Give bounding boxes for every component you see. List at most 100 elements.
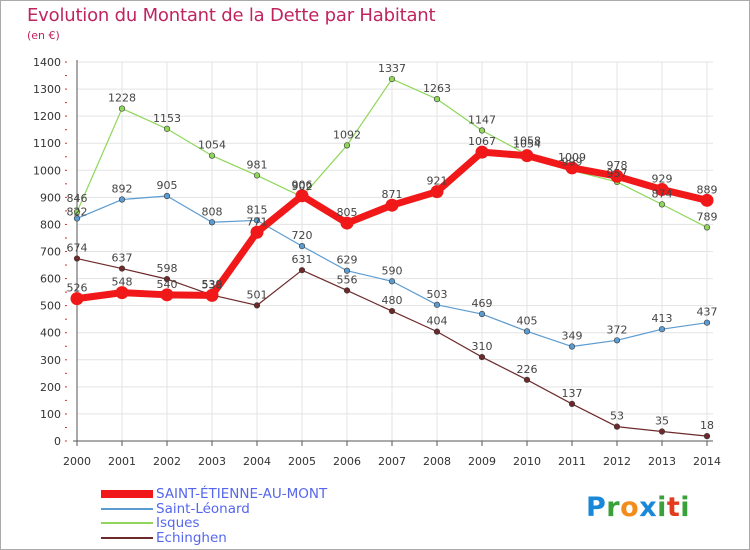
data-label: 871 (382, 188, 403, 201)
data-point (658, 326, 666, 333)
x-tick-label: 2000 (63, 455, 91, 468)
y-tick-label: 0 (54, 435, 61, 448)
data-label: 137 (562, 387, 583, 400)
data-label: 590 (382, 264, 403, 277)
data-point (343, 287, 351, 294)
data-label: 771 (247, 215, 268, 228)
data-label: 1054 (513, 138, 541, 151)
data-point (658, 428, 666, 435)
legend-label: Saint-Léonard (156, 500, 250, 517)
data-label: 18 (700, 419, 714, 432)
y-tick-label: 300 (40, 354, 61, 367)
data-label: 921 (427, 175, 448, 188)
data-point (568, 400, 576, 408)
data-point (655, 183, 669, 197)
data-point (298, 267, 306, 274)
chart-title: Evolution du Montant de la Dette par Hab… (27, 5, 436, 26)
legend-label: Isques (156, 515, 200, 532)
data-point (520, 149, 534, 163)
data-label: 404 (427, 315, 448, 328)
data-label: 978 (607, 159, 628, 172)
data-point (613, 423, 621, 430)
data-label: 437 (697, 306, 718, 319)
data-point (250, 225, 264, 239)
data-point (475, 145, 489, 159)
data-point (430, 185, 444, 199)
data-point (565, 161, 579, 175)
data-label: 1263 (423, 82, 451, 95)
data-label: 889 (697, 183, 718, 196)
data-point (523, 328, 531, 335)
series-layer (70, 75, 714, 440)
data-point (568, 343, 576, 350)
data-label: 637 (112, 252, 133, 265)
data-point (433, 95, 441, 103)
data-point (340, 216, 354, 230)
data-label: 1009 (558, 151, 586, 164)
data-point (160, 288, 174, 302)
data-point (118, 265, 126, 272)
data-point (208, 152, 216, 159)
x-tick-label: 2009 (468, 455, 496, 468)
data-point (388, 278, 396, 285)
data-point (298, 242, 306, 250)
data-label: 556 (337, 273, 358, 286)
data-label: 631 (292, 253, 313, 266)
logo-letter: i (680, 492, 691, 523)
data-label: 1147 (468, 113, 496, 126)
chart-unit-label: (en €) (27, 29, 60, 42)
axis-layer: 0 100 200 300 400 500 600 700 800 900 1000 1100 1200… (33, 56, 721, 468)
data-point (295, 189, 309, 203)
data-label: 902 (292, 180, 313, 193)
data-label: 957 (607, 167, 628, 180)
x-tick-label: 2011 (558, 455, 586, 468)
data-label: 1067 (468, 135, 496, 148)
data-label: 808 (202, 205, 223, 218)
data-point (205, 288, 219, 302)
y-tick-label: 700 (40, 246, 61, 259)
legend-swatch (101, 507, 153, 510)
logo-letter: i (657, 492, 667, 523)
y-tick-label: 900 (40, 191, 61, 204)
grid-layer (76, 61, 713, 442)
y-tick-label: 100 (40, 408, 61, 421)
x-tick-label: 2003 (198, 455, 226, 468)
data-point (433, 328, 441, 335)
x-tick-label: 2007 (378, 455, 406, 468)
data-point (478, 310, 486, 318)
data-label: 1092 (333, 128, 361, 141)
data-point (73, 255, 81, 262)
data-label: 53 (610, 410, 624, 423)
data-label: 874 (652, 187, 673, 200)
legend-item: Saint-Léonard (101, 502, 421, 517)
data-point (343, 267, 351, 274)
data-label: 981 (247, 158, 268, 171)
data-label: 822 (67, 205, 88, 218)
data-point (613, 337, 621, 344)
y-tick-label: 600 (40, 273, 61, 286)
data-label: 35 (655, 415, 669, 428)
data-point (163, 276, 171, 283)
data-label: 503 (427, 288, 448, 301)
data-label: 674 (67, 242, 88, 255)
data-point (73, 215, 81, 222)
data-label: 1153 (153, 112, 181, 125)
data-label: 540 (157, 278, 178, 291)
data-label: 1337 (378, 62, 406, 75)
proxiti-logo: Proxiti (586, 492, 690, 523)
data-point (253, 217, 261, 224)
data-point (163, 192, 171, 200)
data-label: 539 (202, 278, 223, 291)
data-label: 1228 (108, 92, 136, 105)
data-point (703, 319, 711, 326)
data-label: 905 (157, 179, 178, 192)
y-tick-label: 1100 (33, 137, 61, 150)
y-tick-label: 1300 (33, 83, 61, 96)
x-tick-label: 2008 (423, 455, 451, 468)
data-point (478, 127, 486, 134)
data-point (478, 353, 486, 361)
data-point (73, 208, 81, 216)
x-tick-label: 2001 (108, 455, 136, 468)
